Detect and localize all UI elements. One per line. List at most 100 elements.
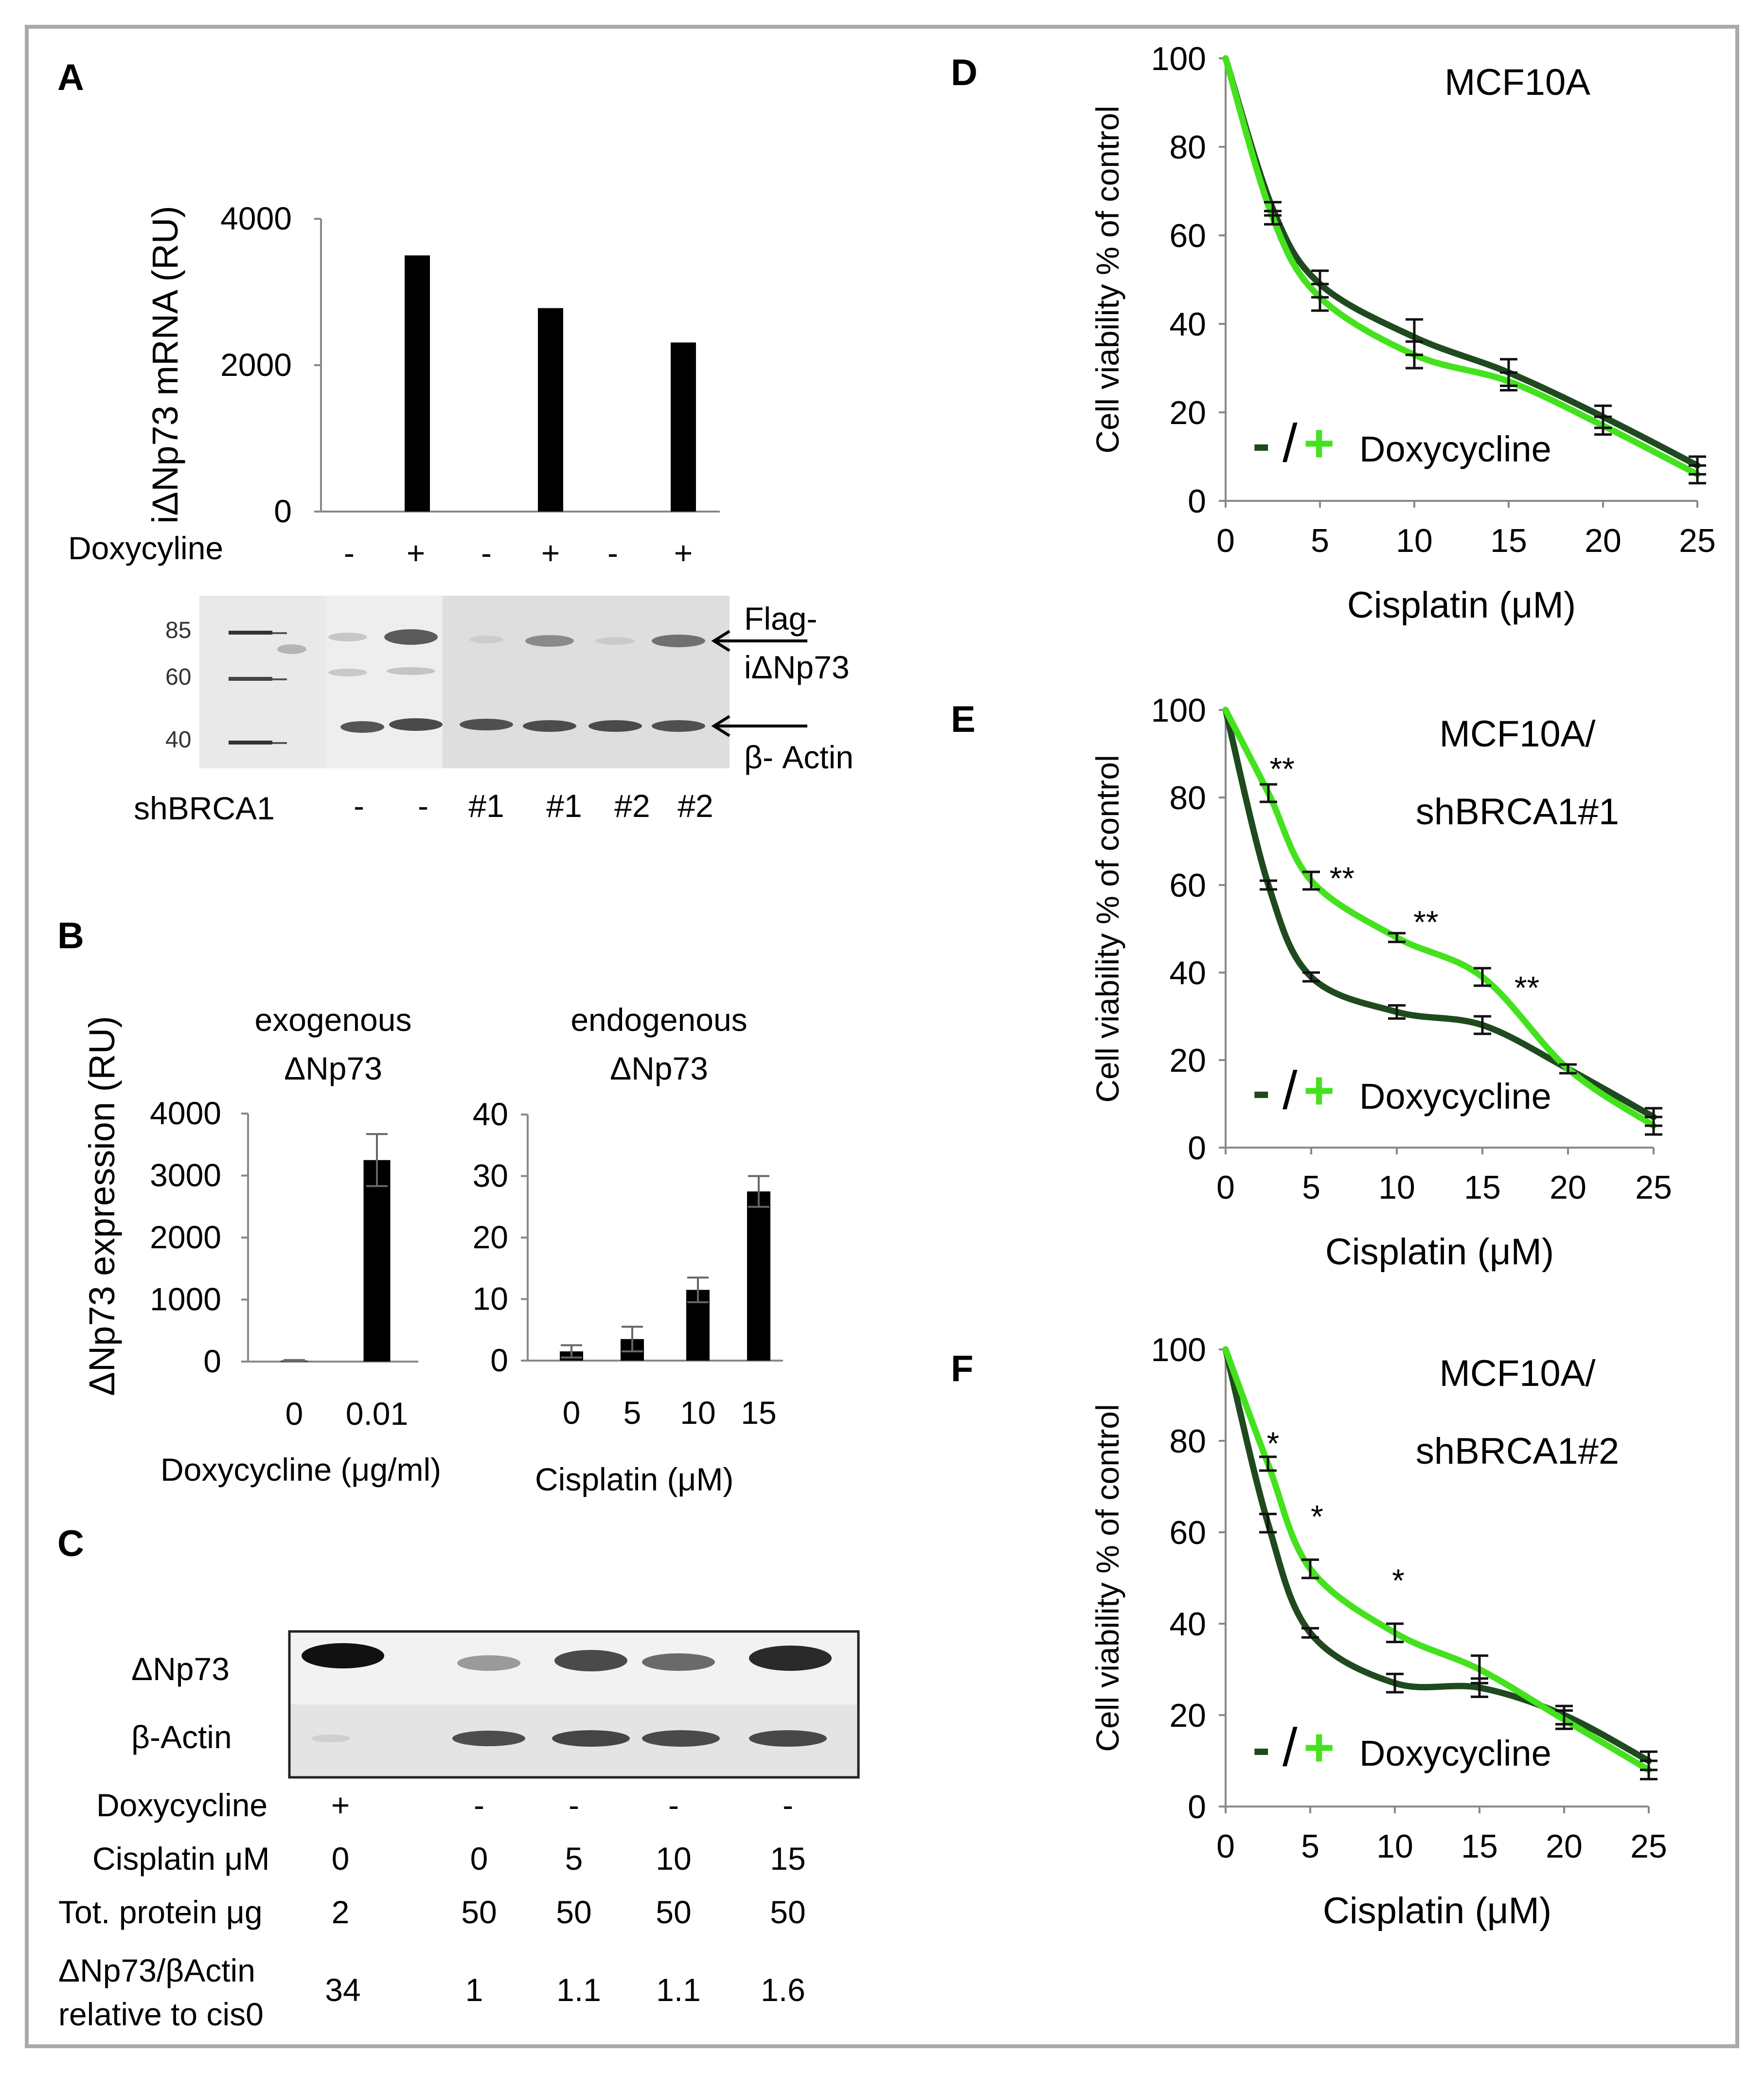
x-tick-label: 0 xyxy=(563,1395,581,1431)
row-label-cisplatin: Cisplatin μM xyxy=(92,1841,269,1877)
label-flag: Flag- xyxy=(744,601,817,637)
x-tick-label: 0 xyxy=(285,1396,303,1432)
blot-c-label-beta-actin: β-Actin xyxy=(131,1719,232,1755)
flag-band xyxy=(469,636,503,643)
x-tick-label: 5 xyxy=(1302,1169,1320,1206)
dnp73-band xyxy=(457,1655,520,1671)
c-cell: + xyxy=(331,1787,350,1823)
panel-b-left-bar-chart: 0 1000 2000 3000 4000 0 0.01 xyxy=(150,1095,418,1432)
x-tick-label: 25 xyxy=(1679,522,1716,559)
y-tick-label: 40 xyxy=(1169,1606,1206,1643)
y-tick-label: 20 xyxy=(1169,1697,1206,1734)
panel-b-y-axis-title: ΔNp73 expression (RU) xyxy=(82,1016,122,1396)
panel-f-line-chart: 0 20 40 60 80 100 0 5 10 15 20 25 Cisplatin (μM) Cell… xyxy=(1089,1331,1667,1931)
panel-d-line-chart: 0 20 40 60 80 100 0 5 10 15 20 25 Cisplatin (μM) Cell… xyxy=(1089,40,1716,626)
x-tick-label: 25 xyxy=(1635,1169,1672,1206)
panel-b-left-title-line1: exogenous xyxy=(255,1002,412,1038)
x-tick-label: 15 xyxy=(1464,1169,1501,1206)
y-tick-label: 0 xyxy=(203,1343,221,1379)
x-tick-label: 25 xyxy=(1630,1828,1667,1865)
significance-marker: ** xyxy=(1269,751,1294,787)
ladder-band xyxy=(229,631,272,635)
legend-slash: / xyxy=(1283,1718,1298,1777)
ladder-band xyxy=(229,677,272,681)
c-cell: 50 xyxy=(556,1894,591,1930)
marker-85: 85 xyxy=(165,618,191,643)
y-axis-title: Cell viability % of control xyxy=(1089,106,1125,453)
y-tick-label: 60 xyxy=(1169,867,1206,904)
significance-marker: * xyxy=(1392,1562,1405,1598)
y-tick-label: 20 xyxy=(1169,394,1206,431)
dnp73-band xyxy=(554,1650,627,1671)
legend-text: Doxycycline xyxy=(1359,1076,1551,1116)
panel-a-y-axis-title: iΔNp73 mRNA (RU) xyxy=(145,206,185,524)
series-line-minus-dox xyxy=(1222,55,1701,469)
faint-band xyxy=(328,669,367,676)
panel-label-b: B xyxy=(57,915,84,957)
actin-band xyxy=(460,719,513,730)
y-tick-label: 100 xyxy=(1151,1331,1206,1368)
actin-band xyxy=(340,721,384,733)
panel-label-d: D xyxy=(951,52,978,93)
y-tick-label: 2000 xyxy=(220,347,292,383)
actin-band xyxy=(389,718,443,731)
y-tick-label: 0 xyxy=(1188,1130,1206,1167)
y-tick-label: 60 xyxy=(1169,1514,1206,1551)
c-cell: - xyxy=(569,1787,579,1823)
y-tick-label: 40 xyxy=(1169,955,1206,992)
blot-a-middle-section xyxy=(326,596,443,768)
y-axis-title: Cell viability % of control xyxy=(1089,1404,1125,1752)
row-label-ratio: ΔNp73/βActin xyxy=(58,1952,255,1988)
blot-a-right-section xyxy=(443,596,730,768)
y-tick-label: 100 xyxy=(1151,692,1206,729)
c-cell: 50 xyxy=(770,1894,805,1930)
panel-b-right-title-line2: ΔNp73 xyxy=(610,1050,708,1086)
panel-a-sign: + xyxy=(674,535,693,571)
c-cell: 1.6 xyxy=(761,1972,805,2008)
legend-slash: / xyxy=(1283,413,1298,473)
legend-plus-symbol: + xyxy=(1303,413,1335,473)
significance-marker: * xyxy=(1311,1499,1323,1535)
panel-a-sign: - xyxy=(481,535,492,571)
y-tick-label: 1000 xyxy=(150,1281,221,1317)
panel-b-left-x-axis-title: Doxycycline (μg/ml) xyxy=(160,1452,441,1488)
c-cell: 50 xyxy=(461,1894,497,1930)
c-cell: 5 xyxy=(565,1841,583,1877)
c-cell: 50 xyxy=(656,1894,691,1930)
ladder-band xyxy=(229,741,272,744)
y-tick-label: 40 xyxy=(1169,306,1206,343)
x-tick-label: 20 xyxy=(1585,522,1621,559)
panel-a-doxycycline-row-label: Doxycyline xyxy=(68,530,223,566)
faint-band xyxy=(277,644,306,654)
c-cell: 2 xyxy=(332,1894,350,1930)
blot-a-left-section xyxy=(199,596,326,768)
shbrca1-value: #1 xyxy=(546,788,582,824)
panel-a-sign: + xyxy=(541,535,560,571)
y-tick-label: 0 xyxy=(1188,1789,1206,1825)
arrow-flag-head xyxy=(711,630,731,652)
c-cell: 34 xyxy=(325,1972,360,2008)
actin-band xyxy=(311,1735,350,1742)
c-cell: 10 xyxy=(656,1841,691,1877)
y-tick-label: 60 xyxy=(1169,217,1206,254)
series-line-minus-dox xyxy=(1222,1346,1652,1764)
panel-a-sign: - xyxy=(607,535,618,571)
y-tick-label: 4000 xyxy=(220,200,292,236)
faint-band xyxy=(328,633,367,641)
shbrca1-value: #1 xyxy=(468,788,504,824)
flag-band xyxy=(384,629,438,645)
x-tick-label: 15 xyxy=(1461,1828,1498,1865)
shbrca1-row-label: shBRCA1 xyxy=(134,790,275,826)
bar xyxy=(747,1191,770,1361)
y-tick-label: 20 xyxy=(473,1219,508,1255)
panel-label-f: F xyxy=(951,1348,973,1389)
label-iDNp73: iΔNp73 xyxy=(744,649,850,685)
bar xyxy=(671,342,696,512)
x-axis-title: Cisplatin (μM) xyxy=(1325,1231,1554,1273)
panel-e-line-chart: 0 20 40 60 80 100 0 5 10 15 20 25 Cisplatin (μM) Cell… xyxy=(1089,692,1672,1273)
actin-band xyxy=(652,720,705,732)
y-tick-label: 100 xyxy=(1151,40,1206,77)
row-label-ratio-line2: relative to cis0 xyxy=(58,1996,264,2032)
panel-b: ΔNp73 expression (RU) exogenous ΔNp73 en… xyxy=(82,1002,783,1497)
